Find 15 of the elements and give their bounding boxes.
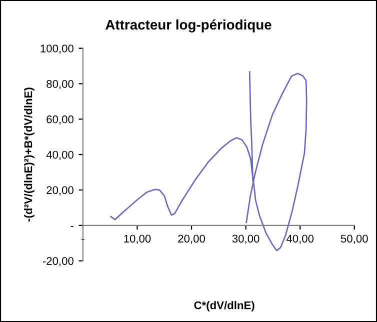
y-tick-label: - bbox=[70, 226, 74, 227]
chart-title: Attracteur log-périodique bbox=[106, 19, 272, 32]
x-tick-label: 30,00 bbox=[232, 234, 260, 244]
y-axis-title: -(d²V/(dlnE)²)+B*(dV/dlnE) bbox=[24, 88, 34, 222]
y-tick-label: 100,00 bbox=[40, 44, 74, 54]
x-axis-title: C*(dV/dlnE) bbox=[194, 301, 254, 312]
y-tick-label: 80,00 bbox=[46, 80, 74, 90]
y-tick-label: 20,00 bbox=[46, 186, 74, 196]
x-tick-label: 40,00 bbox=[286, 234, 314, 244]
x-tick-label: 10,00 bbox=[124, 234, 151, 244]
y-tick-label: 40,00 bbox=[46, 150, 74, 160]
y-tick-label: 60,00 bbox=[46, 115, 74, 125]
x-tick-label: 20,00 bbox=[178, 234, 205, 244]
y-tick-label: -20,00 bbox=[42, 257, 74, 266]
x-tick-label: 50,00 bbox=[340, 234, 368, 244]
